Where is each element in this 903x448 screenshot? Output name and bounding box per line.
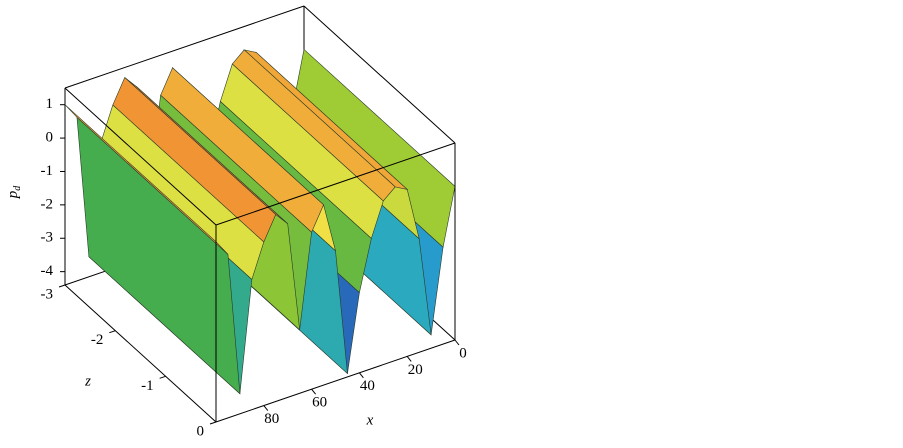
y-axis-label: pd: [5, 185, 23, 200]
z-tick-label: -2: [91, 332, 104, 348]
box-edge: [64, 5, 305, 89]
x-axis-label: x: [366, 412, 374, 428]
y-axis-label-sub: d: [12, 185, 23, 191]
box-edge: [64, 284, 217, 423]
box-edge: [64, 87, 217, 226]
box-edge: [303, 5, 456, 144]
x-tick-label: 40: [360, 378, 375, 394]
z-tick: [109, 330, 116, 334]
z-tick-label: 0: [197, 423, 205, 439]
y-tick-label: -1: [41, 163, 54, 179]
y-tick-label: 1: [46, 96, 54, 112]
z-axis-label: z: [84, 373, 91, 389]
box-edge: [215, 339, 456, 423]
y-tick-label: -4: [41, 263, 54, 279]
x-tick: [359, 372, 364, 379]
x-tick-label: 20: [408, 362, 423, 378]
x-tick: [311, 388, 316, 395]
x-tick-label: 60: [312, 395, 327, 411]
x-tick: [454, 339, 460, 346]
x-tick: [263, 405, 269, 411]
y-tick-label: -3: [41, 230, 54, 246]
z-tick: [159, 375, 166, 379]
y-axis-label-main: p: [5, 190, 21, 199]
y-tick-label: 0: [46, 130, 54, 146]
z-tick-label: -1: [141, 378, 154, 394]
box-edge: [215, 142, 456, 226]
z-tick: [58, 284, 66, 288]
x-tick-label: 80: [264, 411, 279, 427]
z-tick: [209, 421, 217, 425]
x-tick-label: 0: [459, 345, 467, 361]
z-tick-label: -3: [41, 286, 54, 302]
x-tick: [406, 356, 412, 362]
y-tick-label: -2: [41, 196, 54, 212]
